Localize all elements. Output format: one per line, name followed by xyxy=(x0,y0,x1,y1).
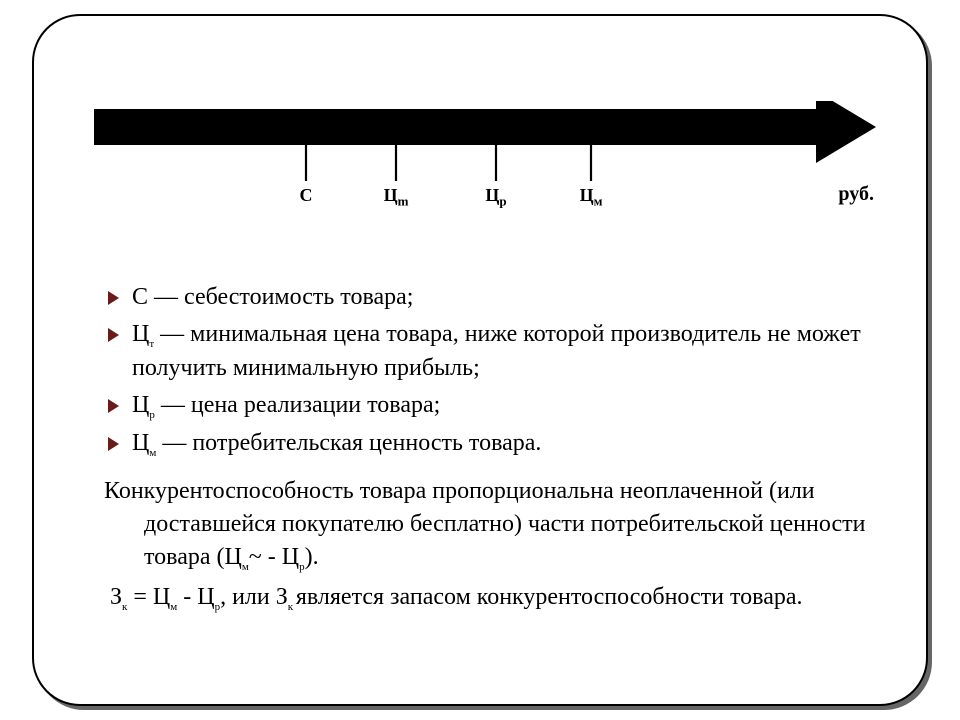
tick-label-2: Цр xyxy=(485,185,506,210)
paragraph-competitiveness: Конкурентоспособность товара пропорциона… xyxy=(104,475,884,575)
arrow-shape xyxy=(94,101,876,163)
bullet-item-2: Цр — цена реализации товара; xyxy=(104,389,884,423)
bullet-item-3: Цм — потребительская ценность товара. xyxy=(104,427,884,461)
bullet-item-0: С — себестоимость товара; xyxy=(104,281,884,314)
tick-label-1: Цm xyxy=(384,185,409,210)
bullet-item-1: Цт — минимальная цена товара, ниже котор… xyxy=(104,318,884,385)
paragraph-formula: Зк = Цм - Цр, или Зк является запасом ко… xyxy=(104,581,884,615)
price-arrow-diagram: С Цm Цр Цм руб. xyxy=(86,101,878,231)
tick-label-3: Цм xyxy=(580,185,603,210)
ticks-group xyxy=(306,145,591,181)
tick-label-0: С xyxy=(300,185,313,206)
arrow-svg xyxy=(86,101,878,231)
axis-unit-label: руб. xyxy=(838,183,874,206)
text-content: С — себестоимость товара; Цт — минимальна… xyxy=(104,281,884,621)
slide-frame: С Цm Цр Цм руб. С — себестоимость товара; Цт… xyxy=(32,14,928,706)
definition-list: С — себестоимость товара; Цт — минимальна… xyxy=(104,281,884,461)
